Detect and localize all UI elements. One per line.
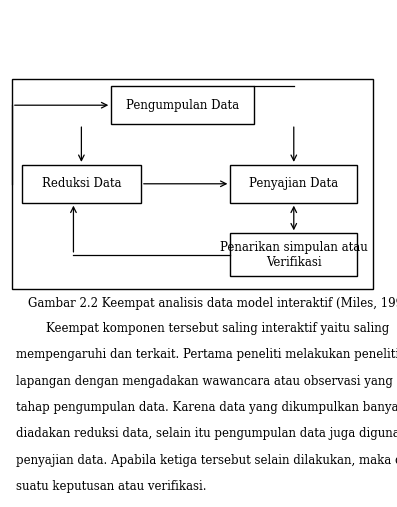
Bar <box>230 233 357 276</box>
Bar <box>111 86 254 124</box>
Text: tahap pengumpulan data. Karena data yang dikumpulkan banyak maka: tahap pengumpulan data. Karena data yang… <box>16 401 397 414</box>
Bar <box>230 165 357 203</box>
Text: Penyajian Data: Penyajian Data <box>249 177 338 190</box>
Text: Reduksi Data: Reduksi Data <box>42 177 121 190</box>
Text: Keempat komponen tersebut saling interaktif yaitu saling: Keempat komponen tersebut saling interak… <box>16 322 389 335</box>
Text: Pengumpulan Data: Pengumpulan Data <box>126 99 239 112</box>
Text: Gambar 2.2 Keempat analisis data model interaktif (Miles, 1992:20): Gambar 2.2 Keempat analisis data model i… <box>28 297 397 310</box>
Text: diadakan reduksi data, selain itu pengumpulan data juga digunakan untuk: diadakan reduksi data, selain itu pengum… <box>16 427 397 441</box>
Text: lapangan dengan mengadakan wawancara atau observasi yang disebut: lapangan dengan mengadakan wawancara ata… <box>16 375 397 388</box>
Bar <box>12 79 373 289</box>
Text: suatu keputusan atau verifikasi.: suatu keputusan atau verifikasi. <box>16 480 206 493</box>
Text: mempengaruhi dan terkait. Pertama peneliti melakukan penelitian di: mempengaruhi dan terkait. Pertama peneli… <box>16 348 397 361</box>
Text: Penarikan simpulan atau
Verifikasi: Penarikan simpulan atau Verifikasi <box>220 241 368 269</box>
Bar <box>22 165 141 203</box>
Text: penyajian data. Apabila ketiga tersebut selain dilakukan, maka diambil: penyajian data. Apabila ketiga tersebut … <box>16 454 397 467</box>
